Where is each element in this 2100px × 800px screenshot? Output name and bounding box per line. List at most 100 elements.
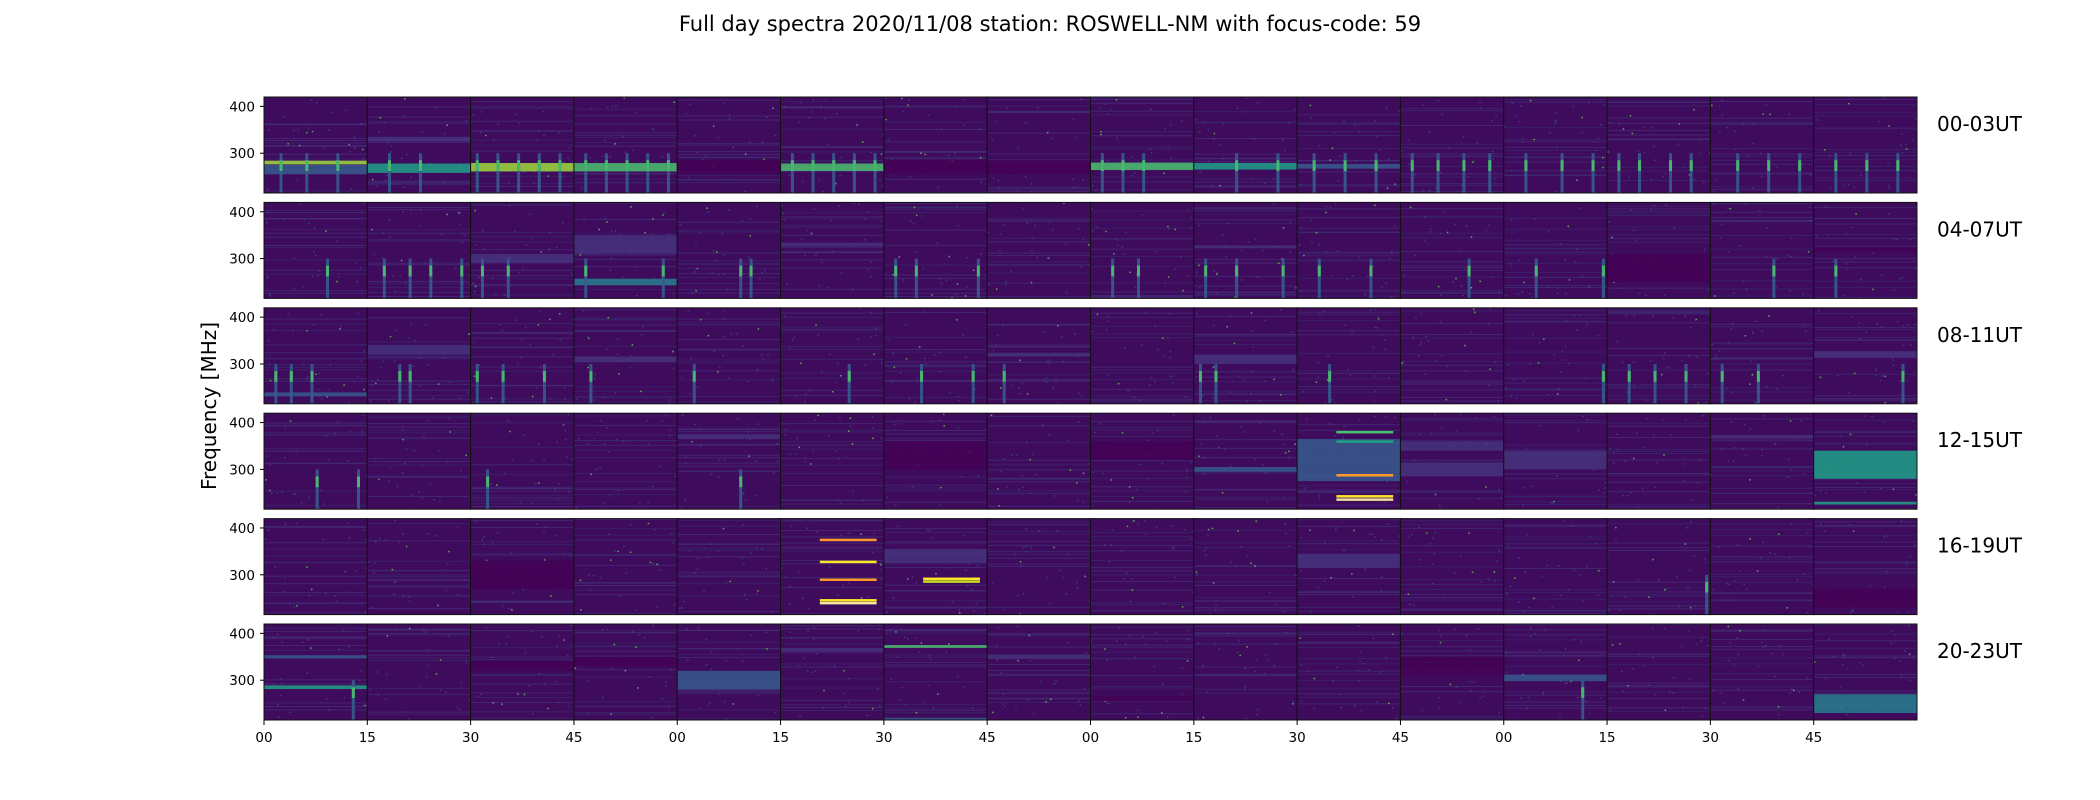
noise-speck	[449, 381, 451, 383]
spectrogram-panel	[573, 97, 678, 193]
noise-speck	[393, 593, 396, 596]
panel-frame	[1813, 412, 1918, 510]
noise-speck	[1745, 288, 1748, 290]
spectrogram-panel	[367, 624, 471, 720]
noise-speck	[1455, 686, 1458, 688]
noise-speck	[1705, 401, 1707, 404]
noise-speck	[1043, 331, 1045, 333]
noise-speck	[1123, 347, 1126, 349]
noise-speck	[368, 561, 370, 563]
noise-speck	[1301, 536, 1303, 539]
noise-stripe	[1090, 477, 1194, 479]
noise-speck	[1479, 101, 1481, 103]
noise-speck	[520, 356, 522, 359]
noise-stripe	[1607, 241, 1711, 243]
noise-stripe	[1710, 101, 1814, 103]
noise-stripe	[1607, 322, 1711, 324]
noise-stripe	[780, 687, 884, 689]
noise-stripe	[367, 596, 471, 598]
noise-speck	[554, 488, 556, 490]
noise-speck	[1473, 160, 1475, 162]
noise-speck	[531, 459, 534, 462]
noise-speck	[365, 567, 367, 570]
noise-stripe	[677, 322, 781, 324]
noise-stripe	[677, 370, 781, 372]
noise-speck	[1303, 487, 1306, 489]
noise-stripe	[1710, 689, 1814, 691]
noise-speck	[1432, 582, 1434, 585]
noise-stripe	[1710, 709, 1814, 711]
noise-speck	[705, 664, 708, 666]
noise-speck	[1749, 428, 1752, 430]
noise-stripe	[1607, 698, 1711, 700]
noise-stripe	[883, 397, 988, 399]
noise-speck	[353, 136, 356, 139]
noise-speck	[638, 634, 641, 636]
spectrogram-panel	[780, 413, 884, 510]
noise-speck	[373, 253, 375, 256]
noise-speck	[1476, 142, 1479, 144]
noise-speck	[404, 462, 406, 465]
noise-stripe	[1400, 691, 1504, 693]
noise-stripe	[1297, 217, 1401, 219]
burst-core	[274, 371, 278, 382]
noise-speck	[1130, 156, 1133, 158]
noise-stripe	[1503, 174, 1608, 176]
noise-speck	[614, 391, 617, 394]
noise-speck	[1791, 688, 1793, 691]
frequency-band	[367, 345, 471, 355]
noise-stripe	[883, 203, 988, 205]
noise-stripe	[780, 546, 884, 548]
noise-speck	[1509, 585, 1512, 588]
burst-core	[1834, 265, 1838, 277]
noise-speck	[610, 668, 613, 670]
panel-background	[883, 518, 988, 615]
noise-speck	[672, 350, 674, 353]
noise-speck	[1846, 713, 1849, 716]
noise-stripe	[780, 423, 884, 425]
noise-stripe	[1400, 265, 1504, 267]
noise-speck	[995, 288, 998, 290]
noise-speck	[379, 538, 381, 540]
noise-stripe	[1400, 609, 1504, 611]
noise-speck	[1914, 544, 1916, 546]
noise-speck	[568, 490, 570, 493]
noise-speck	[1467, 176, 1469, 178]
noise-stripe	[987, 132, 1091, 134]
noise-speck	[1876, 323, 1878, 325]
noise-stripe	[1090, 282, 1194, 284]
noise-speck	[1737, 688, 1740, 690]
noise-speck	[1102, 472, 1104, 475]
x-tick-label: 45	[1805, 730, 1822, 746]
noise-speck	[1605, 384, 1607, 387]
noise-speck	[761, 548, 764, 550]
noise-stripe	[1710, 263, 1814, 265]
noise-speck	[1703, 248, 1706, 251]
noise-speck	[1884, 586, 1886, 588]
noise-speck	[772, 107, 774, 110]
noise-speck	[750, 634, 753, 636]
noise-stripe	[1607, 549, 1711, 551]
noise-speck	[1761, 330, 1763, 332]
noise-stripe	[1297, 184, 1401, 186]
noise-stripe	[1503, 547, 1608, 549]
noise-speck	[1668, 691, 1671, 693]
noise-speck	[1559, 242, 1561, 245]
noise-stripe	[1607, 422, 1711, 424]
noise-stripe	[1193, 629, 1298, 631]
noise-speck	[609, 156, 612, 158]
spectrogram-panel	[1607, 97, 1711, 193]
noise-speck	[1581, 275, 1584, 277]
noise-speck	[880, 578, 883, 580]
noise-speck	[1881, 326, 1883, 328]
noise-speck	[1743, 583, 1745, 586]
panel-background	[780, 624, 884, 720]
noise-stripe	[677, 444, 781, 446]
spectrogram-panel	[367, 307, 471, 404]
noise-speck	[766, 648, 768, 650]
noise-stripe	[987, 492, 1091, 494]
noise-stripe	[470, 543, 574, 545]
noise-stripe	[1607, 138, 1711, 140]
spectrogram-panel	[1710, 413, 1814, 510]
noise-speck	[1022, 546, 1025, 549]
